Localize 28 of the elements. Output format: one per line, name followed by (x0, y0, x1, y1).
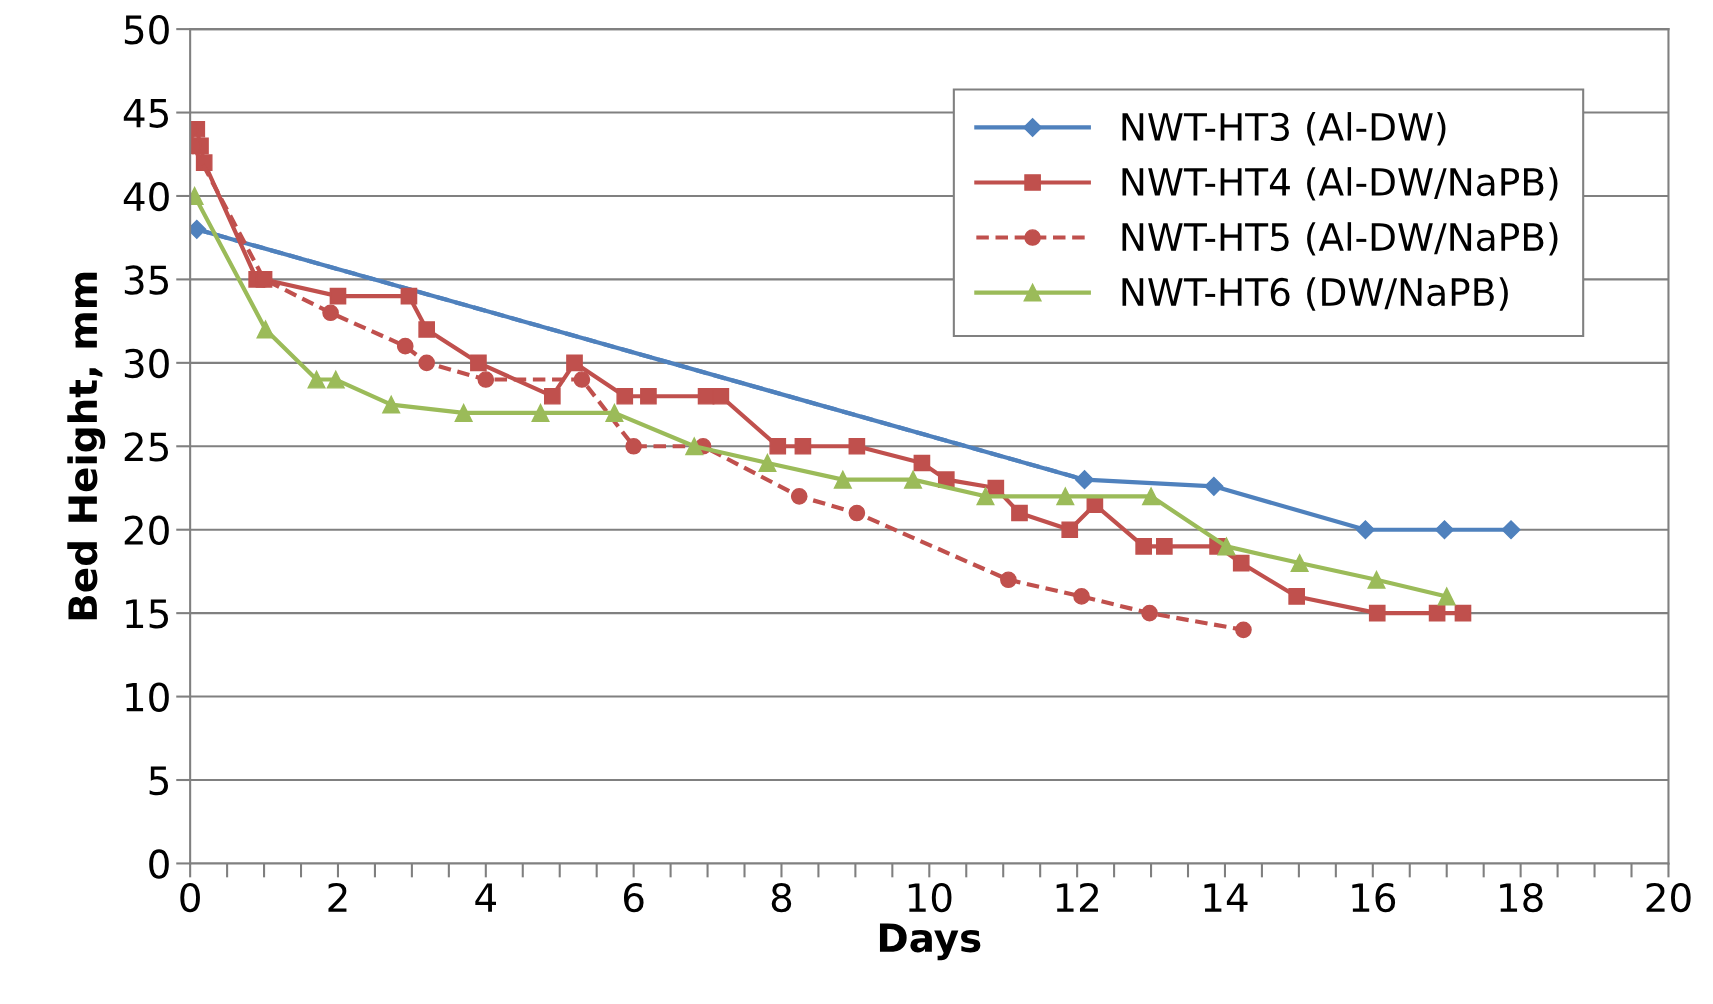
x-tick-label: 12 (1056, 882, 1098, 912)
legend-label: NWT-HT4 (Al-DW/NaPB) (1122, 167, 1558, 201)
x-axis-title: Days (879, 923, 981, 961)
y-tick-label: 30 (124, 348, 169, 379)
y-tick-label: 5 (149, 766, 168, 796)
legend-label: NWT-HT5 (Al-DW/NaPB) (1122, 222, 1558, 256)
y-tick-label: 50 (124, 15, 169, 45)
legend-label: NWT-HT3 (Al-DW) (1122, 112, 1446, 146)
y-tick-label: 25 (124, 432, 168, 462)
x-tick-label: 2 (328, 882, 347, 912)
x-tick-label: 20 (1646, 882, 1691, 913)
y-axis-title: Bed Height, mm (67, 272, 106, 620)
y-tick-label: 10 (126, 682, 169, 712)
y-tick-label: 0 (149, 849, 169, 879)
y-tick-label: 35 (124, 265, 168, 295)
y-tick-label: 40 (123, 181, 169, 212)
y-tick-label: 45 (123, 98, 168, 128)
legend-label: NWT-HT6 (DW/NaPB) (1122, 277, 1508, 311)
x-tick-label: 8 (771, 882, 792, 913)
x-tick-label: 18 (1500, 882, 1543, 913)
x-tick-label: 4 (475, 883, 496, 912)
x-tick-label: 6 (623, 882, 644, 913)
y-tick-label: 20 (124, 515, 169, 546)
y-tick-label: 15 (126, 599, 168, 629)
x-tick-label: 10 (908, 882, 952, 913)
x-tick-label: 16 (1352, 882, 1396, 913)
x-tick-label: 0 (180, 882, 200, 913)
x-tick-label: 14 (1204, 883, 1248, 912)
